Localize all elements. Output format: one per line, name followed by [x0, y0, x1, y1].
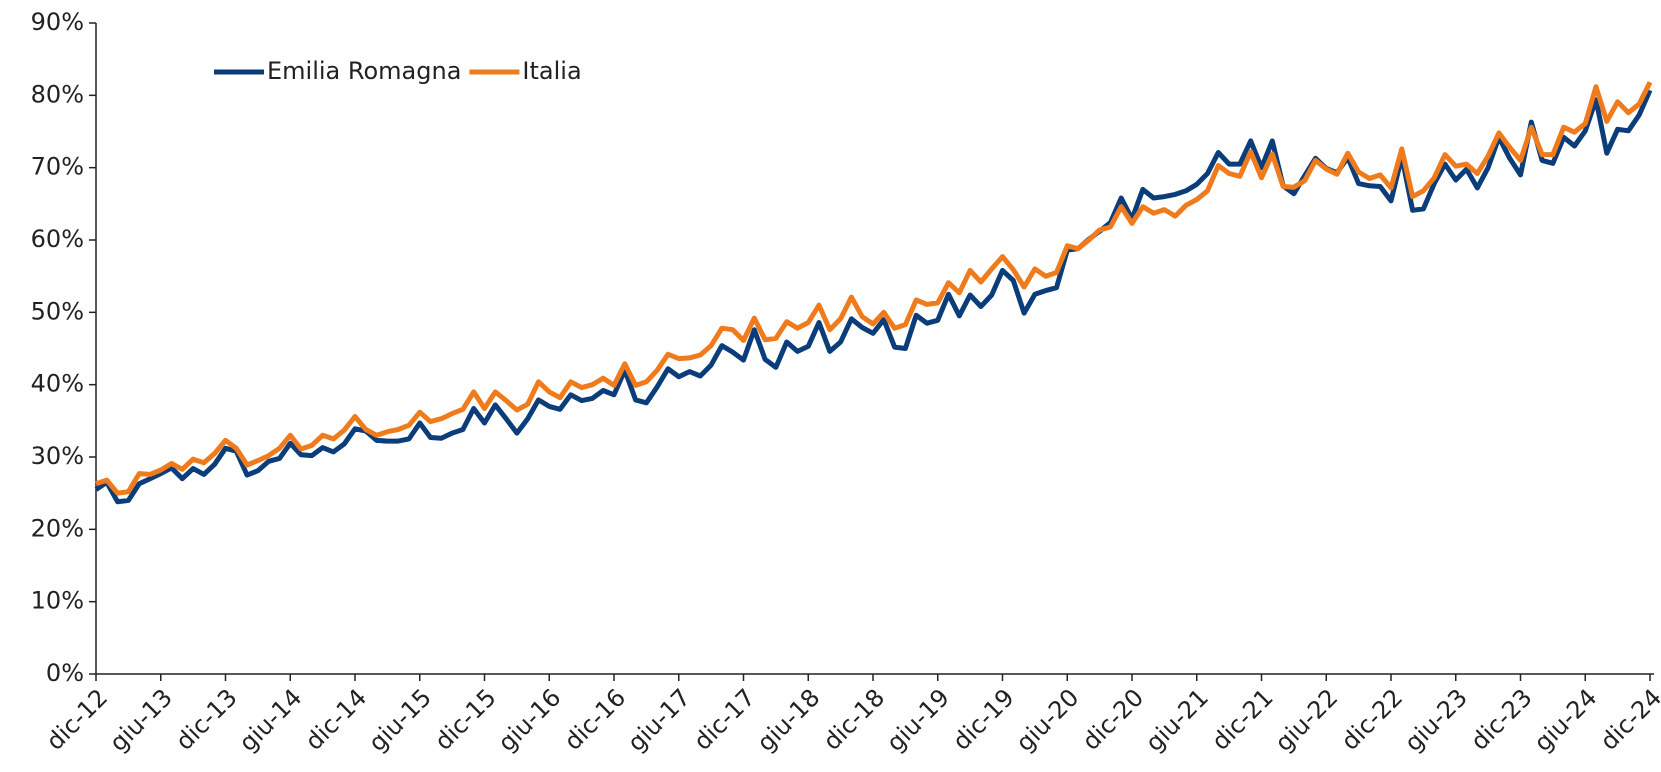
x-tick-label: dic-16 [559, 683, 631, 755]
x-tick-label: giu-13 [104, 683, 178, 757]
y-tick-label: 30% [31, 442, 84, 470]
series-line [95, 81, 1653, 496]
y-tick-label: 80% [31, 80, 84, 108]
x-tick-label: dic-15 [429, 683, 501, 755]
y-tick-label: 70% [31, 153, 84, 181]
series-line [94, 89, 1653, 505]
x-tick-label: dic-19 [947, 683, 1019, 755]
x-tick-label: giu-24 [1529, 683, 1603, 757]
x-tick-label: dic-14 [300, 683, 372, 755]
y-tick-label: 40% [31, 370, 84, 398]
y-tick-label: 50% [31, 297, 84, 325]
x-tick-label: giu-17 [622, 683, 696, 757]
x-tick-label: dic-23 [1465, 683, 1537, 755]
x-tick-label: giu-23 [1399, 683, 1473, 757]
x-tick-label: dic-13 [170, 683, 242, 755]
y-tick-label: 10% [31, 587, 84, 615]
legend-label: Italia [522, 57, 581, 85]
x-tick-label: giu-22 [1270, 683, 1344, 757]
y-tick-label: 90% [31, 8, 84, 36]
x-tick-label: giu-16 [493, 683, 567, 757]
x-tick-label: dic-12 [41, 683, 113, 755]
x-tick-label: dic-17 [688, 683, 760, 755]
x-tick-label: dic-18 [818, 683, 890, 755]
x-tick-label: dic-21 [1206, 683, 1278, 755]
x-tick-label: giu-20 [1011, 683, 1085, 757]
y-tick-label: 60% [31, 225, 84, 253]
legend-label: Emilia Romagna [267, 57, 461, 85]
x-tick-label: giu-15 [363, 683, 437, 757]
x-tick-label: giu-19 [881, 683, 955, 757]
y-tick-label: 0% [46, 659, 84, 687]
x-tick-label: giu-21 [1140, 683, 1214, 757]
x-tick-label: dic-20 [1077, 683, 1149, 755]
x-tick-label: dic-24 [1595, 683, 1661, 755]
x-tick-label: giu-18 [752, 683, 826, 757]
y-tick-label: 20% [31, 514, 84, 542]
x-tick-label: giu-14 [234, 683, 308, 757]
x-tick-label: dic-22 [1336, 683, 1408, 755]
